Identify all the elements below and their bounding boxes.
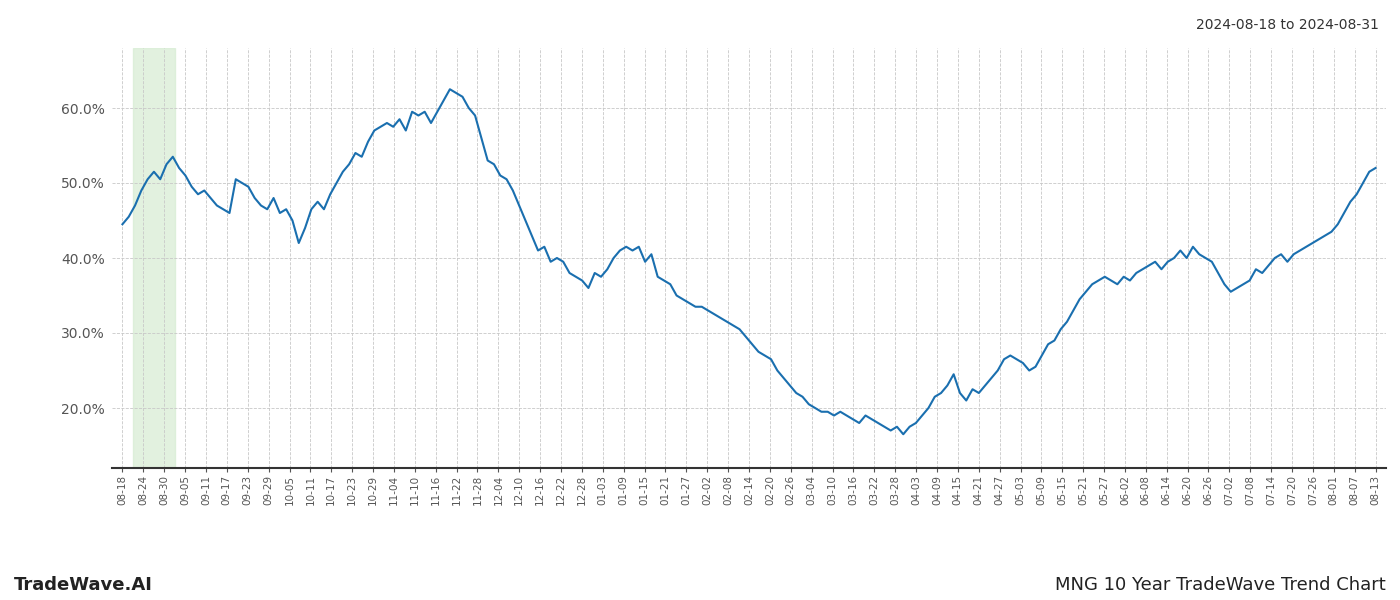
- Text: MNG 10 Year TradeWave Trend Chart: MNG 10 Year TradeWave Trend Chart: [1056, 576, 1386, 594]
- Bar: [133, 48, 175, 468]
- Text: 2024-08-18 to 2024-08-31: 2024-08-18 to 2024-08-31: [1196, 18, 1379, 32]
- Text: TradeWave.AI: TradeWave.AI: [14, 576, 153, 594]
